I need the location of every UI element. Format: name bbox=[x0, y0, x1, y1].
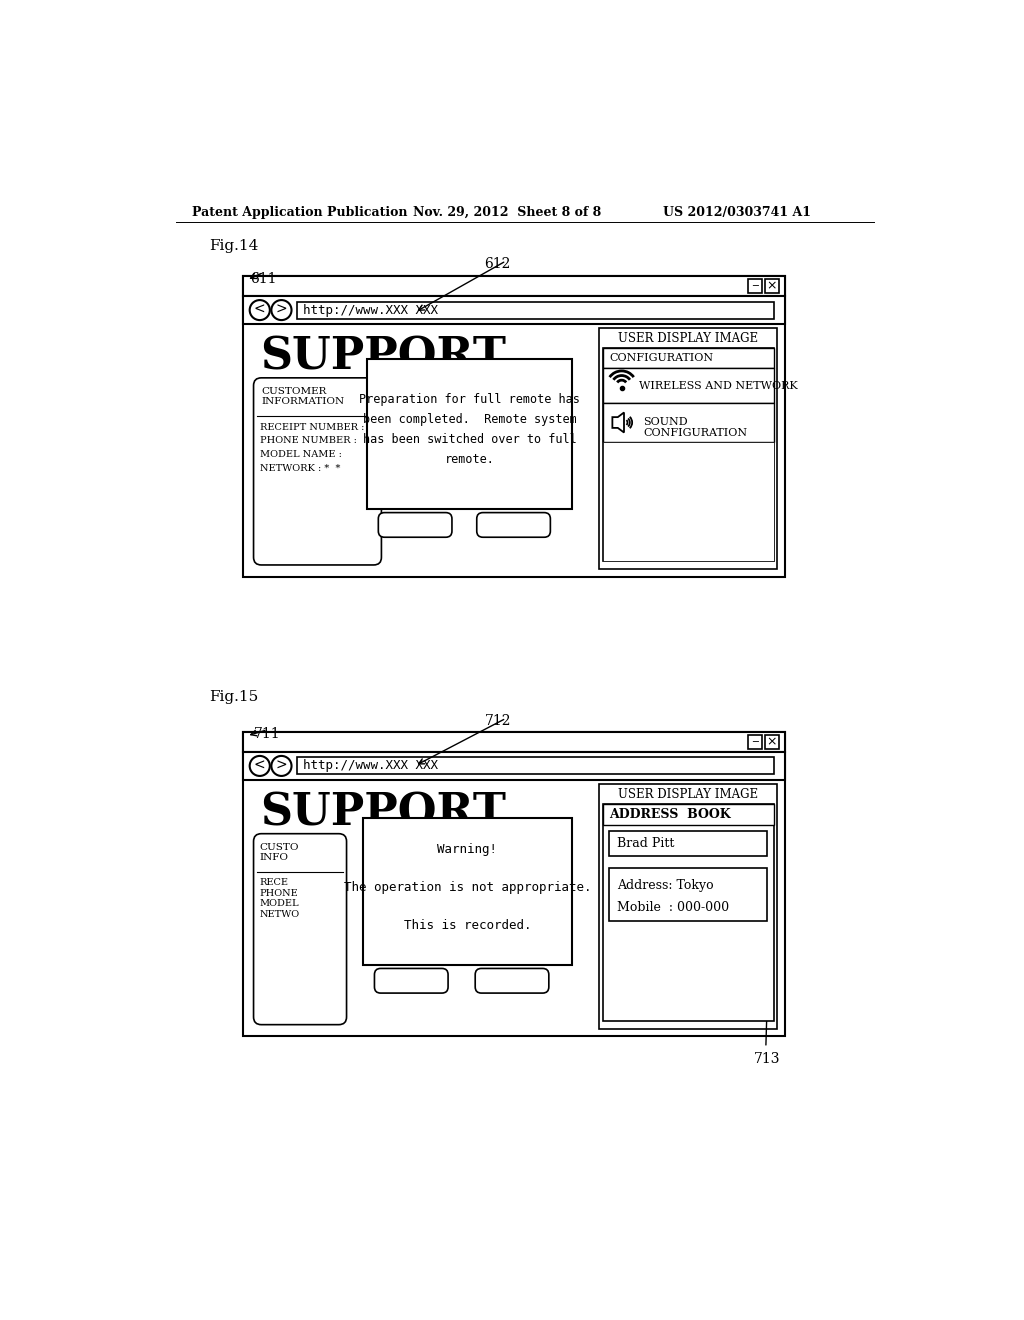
Text: USER DISPLAY IMAGE: USER DISPLAY IMAGE bbox=[618, 333, 759, 345]
Text: ADDRESS  BOOK: ADDRESS BOOK bbox=[609, 808, 731, 821]
Text: <: < bbox=[254, 304, 265, 317]
Text: ─: ─ bbox=[752, 737, 758, 747]
Bar bbox=[297, 302, 773, 318]
Text: CONFIGURATION: CONFIGURATION bbox=[643, 428, 748, 438]
Bar bbox=[609, 867, 767, 921]
Text: Address: Tokyo
Mobile  : 000-000: Address: Tokyo Mobile : 000-000 bbox=[617, 879, 729, 915]
Text: <: < bbox=[254, 759, 265, 774]
FancyBboxPatch shape bbox=[254, 834, 346, 1024]
Polygon shape bbox=[612, 412, 624, 433]
Bar bbox=[297, 758, 773, 775]
Text: CUSTO
INFO: CUSTO INFO bbox=[260, 843, 299, 862]
Text: >: > bbox=[275, 759, 288, 774]
Text: 611: 611 bbox=[251, 272, 276, 286]
Text: RECEIPT NUMBER :: RECEIPT NUMBER : bbox=[260, 422, 365, 432]
Text: 712: 712 bbox=[484, 714, 511, 729]
Text: Warning!

The operation is not appropriate.

This is recorded.: Warning! The operation is not appropriat… bbox=[344, 843, 591, 932]
Bar bbox=[603, 348, 773, 368]
Bar bbox=[603, 368, 773, 404]
Bar bbox=[603, 442, 773, 561]
Bar bbox=[748, 735, 762, 748]
Bar bbox=[748, 280, 762, 293]
FancyBboxPatch shape bbox=[378, 512, 452, 537]
Bar bbox=[367, 359, 572, 508]
Text: ×: × bbox=[767, 280, 777, 293]
FancyBboxPatch shape bbox=[375, 969, 449, 993]
Bar bbox=[603, 404, 773, 442]
Text: Nov. 29, 2012  Sheet 8 of 8: Nov. 29, 2012 Sheet 8 of 8 bbox=[414, 206, 601, 219]
Bar bbox=[599, 327, 777, 569]
Bar bbox=[765, 735, 779, 748]
Text: Fig.15: Fig.15 bbox=[209, 689, 259, 704]
Text: Fig.14: Fig.14 bbox=[209, 239, 259, 253]
FancyBboxPatch shape bbox=[254, 378, 381, 565]
Text: Preparation for full remote has
been completed.  Remote system
has been switched: Preparation for full remote has been com… bbox=[359, 393, 580, 466]
Text: CONFIGURATION: CONFIGURATION bbox=[609, 352, 714, 363]
Text: SUPPORT: SUPPORT bbox=[260, 792, 506, 834]
Bar bbox=[243, 296, 785, 323]
Bar bbox=[243, 733, 785, 752]
Text: http://www.XXX XXX: http://www.XXX XXX bbox=[303, 759, 438, 772]
Text: ─: ─ bbox=[752, 281, 758, 292]
FancyBboxPatch shape bbox=[477, 512, 550, 537]
Text: SUPPORT: SUPPORT bbox=[260, 335, 506, 379]
Bar bbox=[609, 832, 767, 857]
Text: CUSTOMER
INFORMATION: CUSTOMER INFORMATION bbox=[261, 387, 344, 407]
Text: ×: × bbox=[767, 735, 777, 748]
Text: 713: 713 bbox=[755, 1052, 780, 1065]
Text: RECE
PHONE
MODEL
NETWO: RECE PHONE MODEL NETWO bbox=[260, 878, 300, 919]
Text: MODEL NAME :: MODEL NAME : bbox=[260, 450, 342, 459]
Bar bbox=[603, 804, 773, 825]
Text: Patent Application Publication: Patent Application Publication bbox=[191, 206, 408, 219]
Bar bbox=[243, 276, 785, 296]
Bar bbox=[603, 348, 773, 561]
Bar bbox=[243, 276, 785, 577]
Text: WIRELESS AND NETWORK: WIRELESS AND NETWORK bbox=[639, 380, 798, 391]
Text: SOUND: SOUND bbox=[643, 417, 688, 428]
Text: NETWORK : *  *: NETWORK : * * bbox=[260, 465, 340, 473]
Text: 612: 612 bbox=[484, 257, 511, 271]
Text: Brad Pitt: Brad Pitt bbox=[617, 837, 675, 850]
Text: USER DISPLAY IMAGE: USER DISPLAY IMAGE bbox=[618, 788, 759, 801]
Bar bbox=[599, 784, 777, 1028]
Text: 711: 711 bbox=[254, 726, 281, 741]
Bar bbox=[243, 752, 785, 780]
Text: PHONE NUMBER :: PHONE NUMBER : bbox=[260, 437, 356, 445]
Bar bbox=[765, 280, 779, 293]
Text: US 2012/0303741 A1: US 2012/0303741 A1 bbox=[663, 206, 811, 219]
Text: >: > bbox=[275, 304, 288, 317]
FancyBboxPatch shape bbox=[475, 969, 549, 993]
Bar bbox=[603, 804, 773, 1020]
Bar bbox=[362, 818, 572, 965]
Bar bbox=[243, 733, 785, 1036]
Text: http://www.XXX XXX: http://www.XXX XXX bbox=[303, 304, 438, 317]
